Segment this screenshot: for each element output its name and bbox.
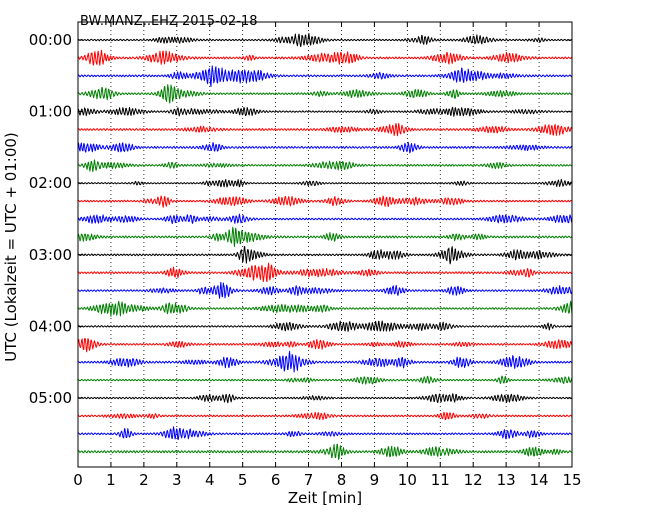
trace-0115 [77,122,573,137]
trace-0545 [77,443,573,460]
trace-0445 [77,375,573,385]
y-tick-label: 04:00 [29,317,72,335]
x-tick-label: 12 [464,471,483,489]
trace-0230 [77,213,573,225]
y-axis-label: UTC (Lokalzeit = UTC + 01:00) [2,132,20,362]
x-tick-label: 15 [562,471,581,489]
x-tick-label: 7 [304,471,314,489]
y-axis: 00:00 01:00 02:00 03:00 04:00 05:00 [29,31,572,407]
trace-0145 [77,159,573,173]
trace-0315 [77,262,573,283]
x-tick-label: 4 [205,471,215,489]
x-tick-label: 5 [238,471,248,489]
y-tick-label: 02:00 [29,174,72,192]
trace-0045 [77,84,573,104]
y-tick-label: 01:00 [29,103,72,121]
trace-0330 [77,281,573,299]
x-tick-label: 9 [370,471,380,489]
trace-0430 [77,350,573,373]
trace-0100 [77,106,573,117]
plot-frame [77,21,573,468]
trace-0500 [77,393,573,404]
x-tick-label: 3 [172,471,182,489]
seismic-traces [77,32,573,460]
x-axis-label: Zeit [min] [288,489,362,507]
trace-0030 [77,65,573,87]
trace-0345 [77,300,573,317]
y-tick-label: 00:00 [29,31,72,49]
x-axis: 0 1 2 3 4 5 6 7 8 9 10 11 12 13 14 15 [73,22,582,489]
x-tick-label: 8 [337,471,347,489]
trace-0400 [77,320,573,332]
trace-0515 [77,411,573,421]
trace-0130 [77,141,573,154]
trace-0530 [77,426,573,441]
trace-0015 [77,49,573,66]
x-tick-label: 6 [271,471,281,489]
trace-0245 [77,226,573,247]
x-tick-label: 14 [530,471,549,489]
trace-0415 [77,338,573,353]
x-tick-label: 2 [139,471,149,489]
y-tick-label: 03:00 [29,246,72,264]
y-tick-label: 05:00 [29,389,72,407]
x-tick-label: 1 [106,471,116,489]
x-tick-label: 10 [398,471,417,489]
x-tick-label: 0 [73,471,83,489]
trace-0200 [77,178,573,188]
chart-title: BW.MANZ..EHZ 2015-02-18 [80,14,258,29]
x-tick-label: 13 [497,471,516,489]
trace-0300 [77,246,573,265]
trace-0000 [77,32,573,48]
trace-0215 [77,195,573,208]
x-tick-label: 11 [431,471,450,489]
